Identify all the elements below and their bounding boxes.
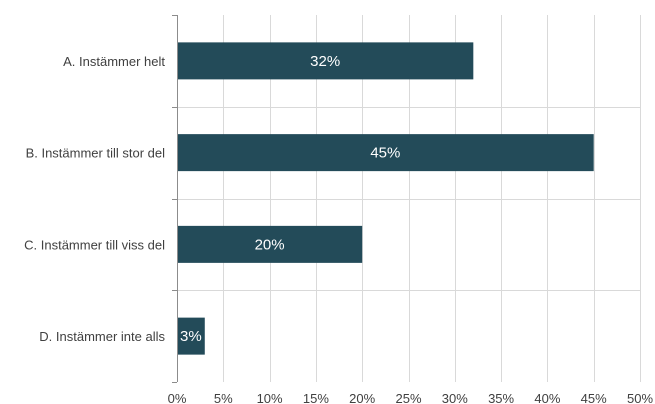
bar (177, 42, 474, 80)
bar (177, 225, 363, 263)
x-tick-label: 15% (303, 391, 329, 404)
category-label: B. Instämmer till stor del (26, 146, 166, 161)
category-label: D. Instämmer inte alls (39, 329, 165, 344)
x-tick-label: 40% (534, 391, 560, 404)
bar (177, 317, 205, 355)
data-labels: 32% 45% 20% 3% (180, 53, 400, 345)
bars (177, 42, 594, 355)
x-tick-label: 5% (214, 391, 233, 404)
data-label: 20% (255, 236, 285, 253)
x-tick-label: 0% (168, 391, 187, 404)
x-tick-label: 20% (349, 391, 375, 404)
category-label: A. Instämmer helt (63, 54, 165, 69)
x-tick-label: 45% (581, 391, 607, 404)
x-tick-label: 30% (442, 391, 468, 404)
x-tick-label: 35% (488, 391, 514, 404)
data-label: 32% (310, 53, 340, 70)
category-labels: A. Instämmer helt B. Instämmer till stor … (24, 54, 165, 344)
x-tick-label: 10% (257, 391, 283, 404)
x-tick-label: 50% (627, 391, 653, 404)
axes (172, 15, 178, 383)
data-label: 45% (370, 145, 400, 162)
x-tick-label: 25% (395, 391, 421, 404)
bar (177, 134, 594, 172)
x-tick-labels: 0% 5% 10% 15% 20% 25% 30% 35% 40% 45% 50% (168, 391, 654, 404)
data-label: 3% (180, 328, 202, 345)
category-label: C. Instämmer till viss del (24, 237, 165, 252)
